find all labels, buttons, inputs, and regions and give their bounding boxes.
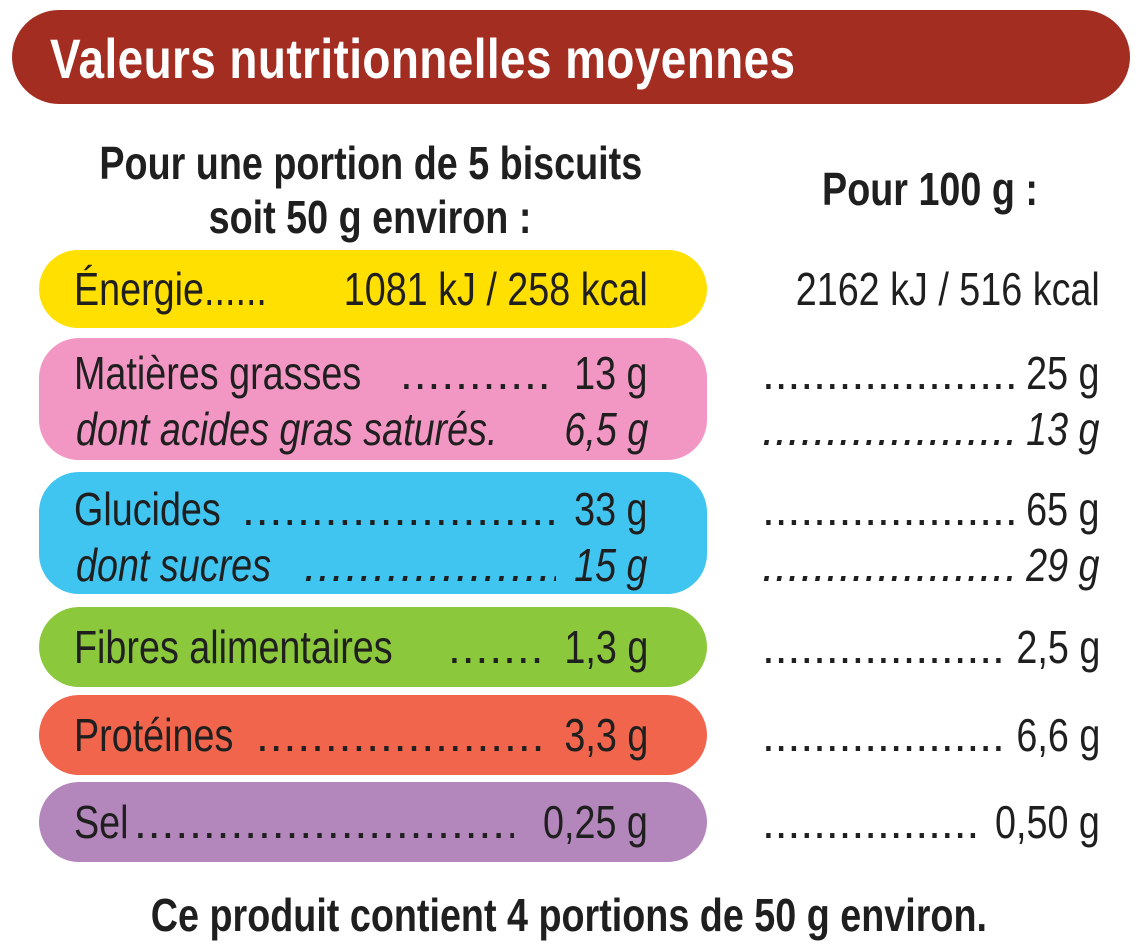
protein-portion-value: 3,3 g: [564, 709, 648, 761]
protein-per100-dots: ........................................: [762, 709, 1002, 761]
protein-leader-dots: ........................................: [256, 709, 546, 761]
carbs-portion-value: 33 g: [574, 483, 648, 535]
title-banner: Valeurs nutritionnelles moyennes: [12, 10, 1130, 104]
portion-column-heading: Pour une portion de 5 biscuits soit 50 g…: [40, 136, 700, 244]
fibre-label: Fibres alimentaires: [74, 621, 393, 673]
protein-label: Protéines: [74, 709, 234, 761]
fibre-leader-dots: ........................................: [448, 621, 546, 673]
salt-leader-dots: ........................................: [134, 796, 514, 848]
salt-row-pill: [39, 782, 707, 862]
saturated-label: dont acides gras saturés.: [76, 403, 498, 455]
energy-portion-value: 1081 kJ / 258 kcal: [343, 263, 648, 315]
portion-heading-line1: Pour une portion de 5 biscuits: [99, 137, 643, 189]
fat-label: Matières grasses: [74, 347, 362, 399]
salt-portion-value: 0,25 g: [543, 796, 648, 848]
energy-per100-value: 2162 kJ / 516 kcal: [795, 263, 1100, 315]
carbs-row-pill: [39, 472, 707, 594]
saturated-portion-value: 6,5 g: [564, 403, 648, 455]
table-title: Valeurs nutritionnelles moyennes: [50, 27, 796, 90]
energy-label: Énergie......: [74, 263, 267, 315]
salt-label: Sel: [74, 796, 129, 848]
fat-row-pill: [39, 338, 707, 460]
salt-per100-value: 0,50 g: [995, 796, 1100, 848]
sugars-label: dont sucres: [76, 539, 271, 591]
fibre-per100-dots: ........................................: [762, 621, 1002, 673]
servings-note: Ce produit contient 4 portions de 50 g e…: [150, 889, 988, 941]
energy-row-pill: [39, 250, 707, 328]
salt-per100-dots: ........................................: [762, 796, 977, 848]
per100-column-heading: Pour 100 g :: [760, 162, 1100, 216]
saturated-per100-value: 13 g: [1026, 403, 1100, 455]
sugars-per100-value: 29 g: [1026, 539, 1100, 591]
fibre-portion-value: 1,3 g: [564, 621, 648, 673]
sugars-portion-value: 15 g: [574, 539, 648, 591]
per100-heading: Pour 100 g :: [822, 163, 1038, 215]
carbs-label: Glucides: [74, 483, 221, 535]
carbs-per100-dots: ........................................: [762, 483, 1014, 535]
sugars-per100-dots: ........................................: [762, 539, 1014, 591]
carbs-leader-dots: ........................................: [242, 483, 557, 535]
fat-per100-value: 25 g: [1026, 347, 1100, 399]
fat-leader-dots: ........................................: [400, 347, 555, 399]
saturated-per100-dots: ........................................: [762, 403, 1014, 455]
protein-per100-value: 6,6 g: [1016, 709, 1100, 761]
fibre-row-pill: [39, 607, 707, 687]
fat-per100-dots: ........................................: [762, 347, 1014, 399]
fibre-per100-value: 2,5 g: [1016, 621, 1100, 673]
sugars-leader-dots: ........................................: [304, 539, 556, 591]
fat-portion-value: 13 g: [574, 347, 648, 399]
portion-heading-line2: soit 50 g environ :: [208, 191, 532, 243]
protein-row-pill: [39, 695, 707, 775]
carbs-per100-value: 65 g: [1026, 483, 1100, 535]
